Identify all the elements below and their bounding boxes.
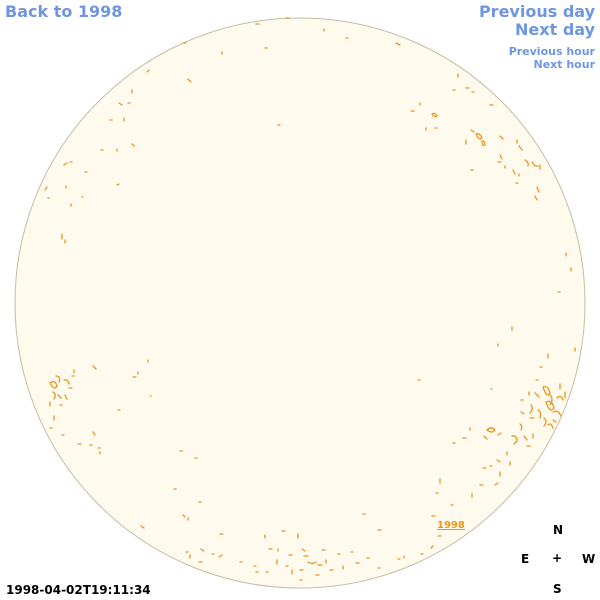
back-to-year-link[interactable]: Back to 1998 (5, 2, 123, 21)
compass-north: N (553, 523, 564, 537)
next-hour-link[interactable]: Next hour (533, 58, 596, 71)
previous-day-link[interactable]: Previous day (478, 2, 595, 21)
compass-center: + (552, 551, 563, 565)
observation-timestamp: 1998-04-02T19:11:34 (6, 583, 151, 597)
compass-east: E (521, 552, 530, 566)
solar-disk (14, 17, 586, 589)
previous-hour-link[interactable]: Previous hour (508, 45, 595, 58)
magnetic-contours (44, 17, 576, 581)
compass-south: S (553, 582, 562, 596)
compass-west: W (582, 552, 596, 566)
year-link[interactable]: 1998 (437, 520, 465, 531)
next-day-link[interactable]: Next day (515, 20, 595, 39)
